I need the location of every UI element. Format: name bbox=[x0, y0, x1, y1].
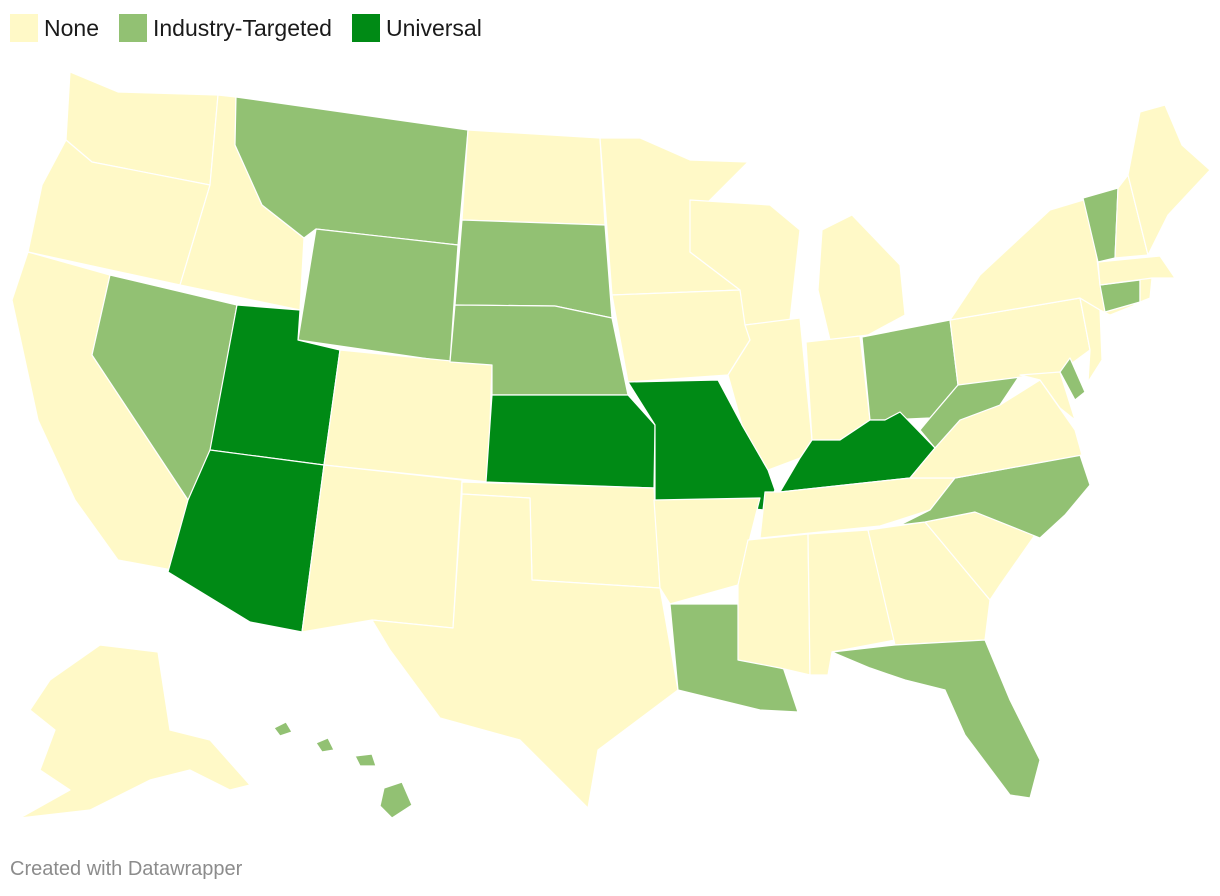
state-south-dakota[interactable] bbox=[454, 219, 613, 319]
legend-item-industry-targeted: Industry-Targeted bbox=[118, 14, 332, 42]
state-arkansas[interactable] bbox=[653, 497, 761, 605]
legend-swatch-industry-targeted bbox=[118, 14, 147, 42]
state-north-dakota[interactable] bbox=[461, 129, 606, 226]
credit-footer: Created with Datawrapper bbox=[10, 858, 243, 880]
state-alaska[interactable] bbox=[19, 644, 251, 819]
state-missouri[interactable] bbox=[627, 379, 776, 511]
state-new-york[interactable] bbox=[949, 197, 1136, 321]
state-florida[interactable] bbox=[831, 639, 1041, 799]
state-mississippi[interactable] bbox=[737, 533, 811, 676]
state-hawaii-big-island[interactable] bbox=[379, 781, 413, 819]
state-michigan[interactable] bbox=[817, 214, 906, 341]
state-colorado[interactable] bbox=[323, 349, 493, 483]
legend-label-universal: Universal bbox=[385, 14, 482, 41]
state-rhode-island[interactable] bbox=[1139, 277, 1153, 303]
legend-label-none: None bbox=[44, 14, 99, 41]
state-wyoming[interactable] bbox=[297, 228, 459, 363]
state-hawaii-maui[interactable] bbox=[354, 753, 377, 767]
map-legend: None Industry-Targeted Universal bbox=[10, 12, 502, 44]
state-massachusetts[interactable] bbox=[1097, 255, 1176, 286]
state-new-mexico[interactable] bbox=[301, 464, 463, 633]
legend-swatch-universal bbox=[351, 14, 380, 42]
state-hawaii-oahu[interactable] bbox=[315, 737, 335, 753]
state-maryland[interactable] bbox=[1019, 371, 1076, 421]
state-maine[interactable] bbox=[1127, 104, 1211, 256]
legend-swatch-none bbox=[10, 14, 38, 42]
legend-item-universal: Universal bbox=[351, 14, 482, 42]
state-connecticut[interactable] bbox=[1099, 279, 1141, 313]
state-texas[interactable] bbox=[371, 493, 679, 809]
state-indiana[interactable] bbox=[805, 335, 871, 441]
state-delaware[interactable] bbox=[1059, 357, 1086, 401]
state-kansas[interactable] bbox=[485, 394, 656, 489]
state-illinois[interactable] bbox=[727, 317, 813, 471]
state-iowa[interactable] bbox=[611, 289, 751, 383]
state-hawaii-kauai[interactable] bbox=[273, 721, 293, 737]
legend-label-industry-targeted: Industry-Targeted bbox=[152, 14, 332, 41]
legend-item-none: None bbox=[10, 14, 99, 42]
